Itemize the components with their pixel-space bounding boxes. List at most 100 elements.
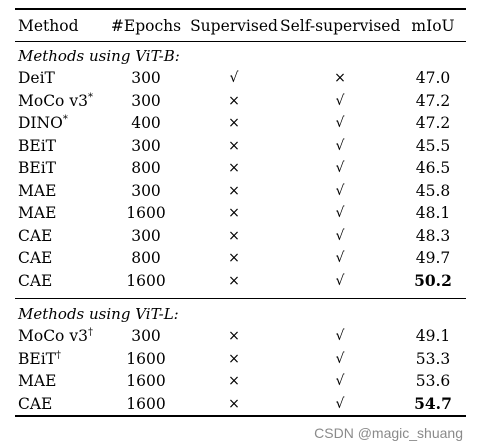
cell-supervised: ×: [228, 250, 240, 267]
table-row: MoCo v3* 300 × √ 47.2: [15, 90, 466, 113]
cell-self-supervised: √: [335, 328, 345, 345]
table-row: BEiT 300 × √ 45.5: [15, 135, 466, 158]
cell-method: BEiT: [15, 159, 104, 177]
cell-self-supervised: √: [335, 373, 345, 390]
cell-self-supervised: ×: [334, 70, 346, 87]
cell-miou: 45.8: [415, 181, 451, 200]
cell-supervised: ×: [228, 137, 240, 154]
method-name: BEiT: [18, 349, 57, 368]
cell-epochs: 300: [131, 327, 161, 346]
method-name: CAE: [18, 271, 53, 290]
table-row: MAE 300 × √ 45.8: [15, 180, 466, 203]
table-row: MoCo v3† 300 × √ 49.1: [15, 325, 466, 348]
cell-supervised: ×: [228, 395, 240, 412]
cell-supervised: ×: [228, 92, 240, 109]
cell-self-supervised: √: [335, 272, 345, 289]
cell-supervised: ×: [228, 272, 240, 289]
cell-method: MoCo v3*: [15, 92, 104, 110]
top-rule: [15, 8, 466, 10]
cell-self-supervised: √: [335, 92, 345, 109]
footnote-mark: *: [87, 91, 93, 103]
cell-miou: 49.7: [415, 249, 451, 268]
cell-self-supervised: √: [335, 182, 345, 199]
table-row: CAE 1600 × √ 50.2: [15, 270, 466, 293]
table-row: CAE 800 × √ 49.7: [15, 247, 466, 270]
header-epochs: #Epochs: [110, 16, 182, 35]
cell-self-supervised: √: [335, 115, 345, 132]
section-title: Methods using ViT-B:: [18, 47, 180, 65]
cell-self-supervised: √: [335, 160, 345, 177]
header-miou: mIoU: [411, 16, 455, 35]
cell-miou: 47.0: [415, 69, 451, 88]
cell-method: CAE: [15, 249, 104, 267]
method-name: DINO: [18, 114, 63, 133]
cell-method: MAE: [15, 204, 104, 222]
method-name: DeiT: [18, 69, 55, 88]
method-name: MAE: [18, 181, 57, 200]
cell-self-supervised: √: [335, 137, 345, 154]
method-name: CAE: [18, 226, 53, 245]
bottom-rule: [15, 415, 466, 417]
cell-supervised: ×: [228, 373, 240, 390]
cell-epochs: 300: [131, 91, 161, 110]
results-table: Method #Epochs Supervised Self-supervise…: [15, 8, 466, 417]
method-name: BEiT: [18, 159, 57, 178]
header-self-supervised: Self-supervised: [280, 16, 401, 35]
table-row: CAE 300 × √ 48.3: [15, 225, 466, 248]
cell-miou: 48.3: [415, 226, 451, 245]
table-row: MAE 1600 × √ 53.6: [15, 370, 466, 393]
cell-method: MAE: [15, 182, 104, 200]
method-name: CAE: [18, 394, 53, 413]
method-name: BEiT: [18, 136, 57, 155]
cell-method: MoCo v3†: [15, 327, 104, 345]
cell-miou: 53.6: [415, 372, 451, 391]
method-name: MAE: [18, 204, 57, 223]
cell-miou: 47.2: [415, 114, 451, 133]
header-rule: [15, 41, 466, 42]
table-row: DeiT 300 √ × 47.0: [15, 67, 466, 90]
cell-miou: 53.3: [415, 349, 451, 368]
cell-method: CAE: [15, 272, 104, 290]
cell-supervised: ×: [228, 205, 240, 222]
watermark: CSDN @magic_shuang: [314, 425, 463, 441]
cell-miou: 50.2: [414, 271, 452, 291]
cell-supervised: ×: [228, 182, 240, 199]
table-row: DINO* 400 × √ 47.2: [15, 112, 466, 135]
cell-epochs: 800: [131, 249, 161, 268]
cell-epochs: 400: [131, 114, 161, 133]
cell-method: BEiT: [15, 137, 104, 155]
cell-self-supervised: √: [335, 250, 345, 267]
table-row: BEiT 800 × √ 46.5: [15, 157, 466, 180]
cell-miou: 54.7: [414, 394, 452, 414]
cell-epochs: 1600: [126, 394, 166, 413]
cell-miou: 48.1: [415, 204, 451, 223]
table-row: MAE 1600 × √ 48.1: [15, 202, 466, 225]
cell-supervised: ×: [228, 227, 240, 244]
cell-supervised: ×: [228, 350, 240, 367]
cell-supervised: ×: [228, 328, 240, 345]
cell-method: DINO*: [15, 114, 104, 132]
header-method: Method: [18, 16, 79, 35]
cell-miou: 49.1: [415, 327, 451, 346]
cell-epochs: 300: [131, 181, 161, 200]
cell-method: BEiT†: [15, 350, 104, 368]
section-title: Methods using ViT-L:: [18, 305, 179, 323]
method-name: CAE: [18, 249, 53, 268]
cell-epochs: 1600: [126, 204, 166, 223]
cell-supervised: ×: [228, 115, 240, 132]
table-body: Methods using ViT-B: DeiT 300 √ × 47.0 MoCo v3…: [15, 45, 466, 415]
header-row: Method #Epochs Supervised Self-supervise…: [15, 10, 466, 41]
footnote-mark: †: [56, 349, 62, 361]
cell-epochs: 1600: [126, 271, 166, 290]
cell-self-supervised: √: [335, 205, 345, 222]
cell-miou: 47.2: [415, 91, 451, 110]
cell-self-supervised: √: [335, 395, 345, 412]
cell-supervised: ×: [228, 160, 240, 177]
cell-miou: 45.5: [415, 136, 451, 155]
cell-epochs: 800: [131, 159, 161, 178]
section-rule: [15, 298, 466, 299]
cell-method: MAE: [15, 372, 104, 390]
cell-self-supervised: √: [335, 227, 345, 244]
cell-method: DeiT: [15, 69, 104, 87]
cell-miou: 46.5: [415, 159, 451, 178]
